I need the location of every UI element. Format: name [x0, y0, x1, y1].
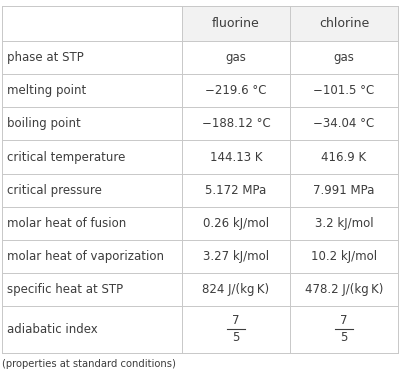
Text: 7.991 MPa: 7.991 MPa [313, 184, 375, 196]
Text: molar heat of fusion: molar heat of fusion [7, 217, 126, 230]
Bar [182, 6, 290, 41]
Text: 3.2 kJ/mol: 3.2 kJ/mol [315, 217, 373, 230]
Bar [290, 6, 398, 41]
Text: adiabatic index: adiabatic index [7, 323, 98, 336]
Text: 10.2 kJ/mol: 10.2 kJ/mol [311, 250, 377, 263]
Text: 5: 5 [232, 331, 240, 344]
Text: 0.26 kJ/mol: 0.26 kJ/mol [203, 217, 269, 230]
Text: 5.172 MPa: 5.172 MPa [206, 184, 267, 196]
Text: (properties at standard conditions): (properties at standard conditions) [2, 359, 176, 369]
Text: −219.6 °C: −219.6 °C [205, 84, 267, 98]
Text: specific heat at STP: specific heat at STP [7, 283, 123, 296]
Text: gas: gas [226, 51, 246, 64]
Text: phase at STP: phase at STP [7, 51, 84, 64]
Text: gas: gas [334, 51, 354, 64]
Text: critical pressure: critical pressure [7, 184, 102, 196]
Text: boiling point: boiling point [7, 117, 80, 130]
Text: 5: 5 [340, 331, 348, 344]
Text: 3.27 kJ/mol: 3.27 kJ/mol [203, 250, 269, 263]
Text: 7: 7 [232, 314, 240, 327]
Text: 478.2 J/(kg K): 478.2 J/(kg K) [305, 283, 383, 296]
Text: 144.13 K: 144.13 K [210, 150, 262, 164]
Text: chlorine: chlorine [319, 17, 369, 30]
Text: −101.5 °C: −101.5 °C [313, 84, 374, 98]
Text: −34.04 °C: −34.04 °C [313, 117, 374, 130]
Text: 7: 7 [340, 314, 348, 327]
Text: 824 J/(kg K): 824 J/(kg K) [202, 283, 270, 296]
Text: 416.9 K: 416.9 K [321, 150, 366, 164]
Text: critical temperature: critical temperature [7, 150, 125, 164]
Text: melting point: melting point [7, 84, 86, 98]
Text: −188.12 °C: −188.12 °C [202, 117, 270, 130]
Text: molar heat of vaporization: molar heat of vaporization [7, 250, 164, 263]
Text: fluorine: fluorine [212, 17, 260, 30]
